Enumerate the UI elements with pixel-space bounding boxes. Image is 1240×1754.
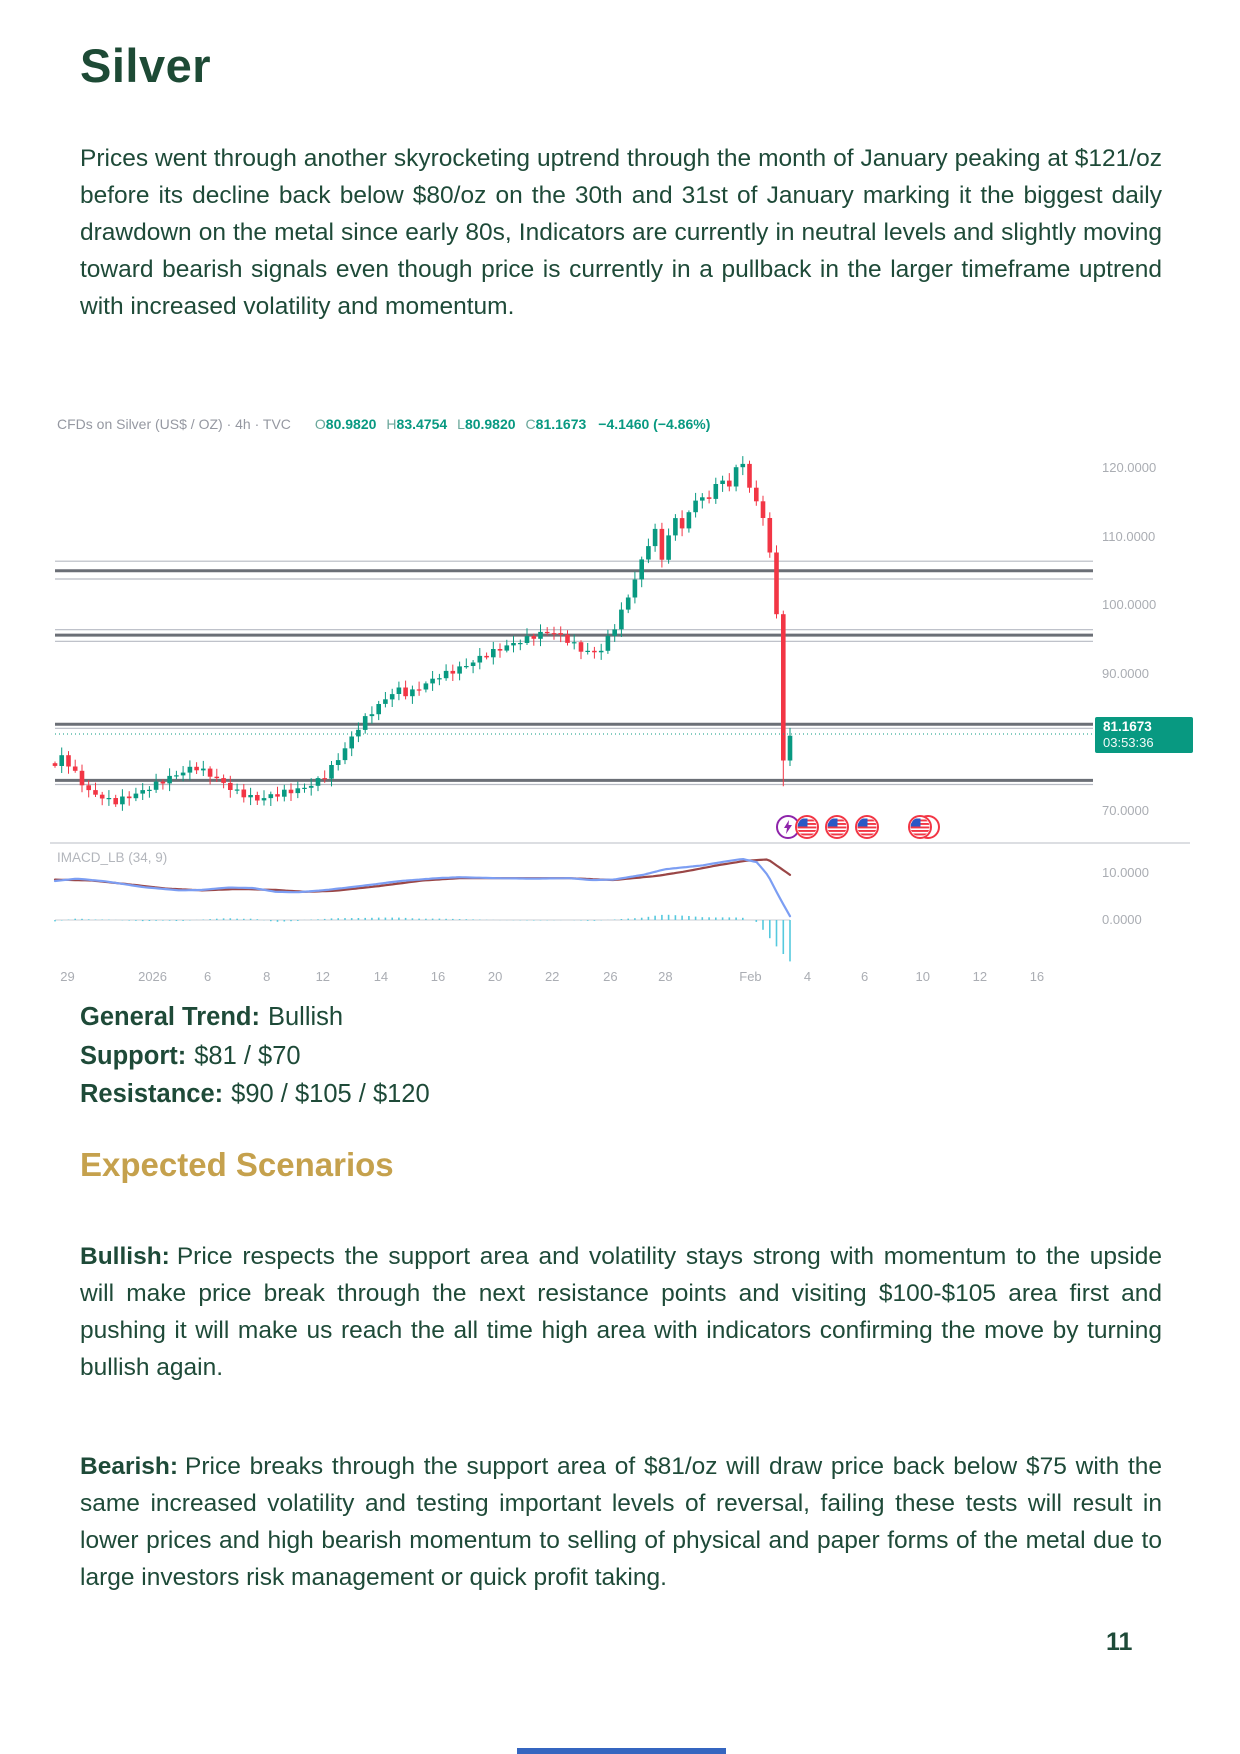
time-axis-label: 4 [803,969,812,984]
us-economic-event-flag-icon[interactable] [794,814,820,840]
macd-axis-label: 10.0000 [1102,865,1149,880]
price-axis-label: 90.0000 [1102,665,1149,681]
time-axis-label: 14 [373,969,389,984]
resistance-label: Resistance: [80,1080,224,1108]
time-axis-label: 2026 [138,969,168,984]
general-trend-value: Bullish [267,1003,344,1031]
resistance-value: $90 / $105 / $120 [231,1080,430,1108]
time-axis-label: 16 [1029,969,1045,984]
price-axis-label: 70.0000 [1102,802,1149,818]
ohlc-open-key: O [314,416,326,432]
intro-paragraph: Prices went through another skyrocketing… [80,145,1162,320]
time-axis-label: 6 [861,969,869,984]
ohlc-high-key: H [386,416,397,432]
economic-event-lightning-icon[interactable] [775,814,801,840]
macd-axis-label: 0.0000 [1102,912,1142,927]
chart-symbol: CFDs on Silver (US$ / OZ) · 4h · TVC [57,416,291,432]
last-price-value: 81.1673 [1103,719,1152,734]
price-change: −4.1460 (−4.86%) [598,416,711,432]
us-economic-event-flag-icon[interactable] [824,814,850,840]
time-axis-label: 20 [487,969,503,984]
time-axis-label: 22 [544,969,560,984]
time-axis-label: 8 [263,969,271,984]
expected-scenarios-heading: Expected Scenarios [80,1146,394,1183]
footer-accent-bar [517,1748,726,1754]
time-axis-label: 12 [315,969,331,984]
us-economic-event-flag-icon[interactable] [907,814,941,840]
price-axis-label: 110.0000 [1102,528,1156,544]
ohlc-high-value: 83.4754 [396,416,448,432]
last-price-badge: 81.1673 03:53:36 [1095,717,1193,753]
general-trend-row: General Trend: Bullish [80,998,430,1037]
support-row: Support: $81 / $70 [80,1037,430,1076]
time-axis-label: 29 [60,969,75,984]
price-axis-label: 120.0000 [1102,460,1157,475]
page-number: 11 [1106,1628,1133,1656]
ohlc-low-key: L [457,416,465,432]
bullish-label: Bullish: [80,1243,170,1270]
ohlc-open-value: 80.9820 [325,416,377,432]
bullish-text: Price respects the support area and vola… [80,1243,1162,1381]
bearish-label: Bearish: [80,1453,179,1480]
bar-countdown: 03:53:36 [1103,734,1154,750]
resistance-row: Resistance: $90 / $105 / $120 [80,1075,430,1114]
bullish-scenario-paragraph: Bullish: Price respects the support area … [80,1238,1162,1386]
support-label: Support: [80,1041,187,1070]
time-axis-label: 28 [658,969,673,984]
time-axis-label: 26 [603,969,618,984]
us-economic-event-flag-icon[interactable] [854,814,880,840]
time-axis-label: 10 [915,969,930,984]
price-macd-chart-canvas[interactable] [50,413,1190,991]
bearish-scenario-paragraph: Bearish: Price breaks through the support… [80,1448,1162,1596]
page-title: Silver [80,39,212,92]
silver-price-chart[interactable]: CFDs on Silver (US$ / OZ) · 4h · TVC O80.… [50,413,1193,991]
support-value: $81 / $70 [194,1041,301,1070]
time-axis-label: Feb [739,969,762,984]
price-axis-label: 100.0000 [1102,597,1157,612]
time-axis-label: 16 [430,969,446,984]
ohlc-close-value: 81.1673 [535,416,587,432]
ohlc-low-value: 80.9820 [464,416,516,432]
bearish-text: Price breaks through the support area of… [80,1453,1162,1591]
time-axis-label: 12 [972,969,988,984]
chart-legend: CFDs on Silver (US$ / OZ) · 4h · TVC O80.… [57,416,710,432]
time-axis-label: 6 [203,969,212,984]
ohlc-close-key: C [525,416,536,432]
general-trend-label: General Trend: [80,1003,260,1031]
macd-indicator-label: IMACD_LB (34, 9) [57,850,168,865]
trend-summary: General Trend: Bullish Support: $81 / $70 … [80,998,430,1114]
